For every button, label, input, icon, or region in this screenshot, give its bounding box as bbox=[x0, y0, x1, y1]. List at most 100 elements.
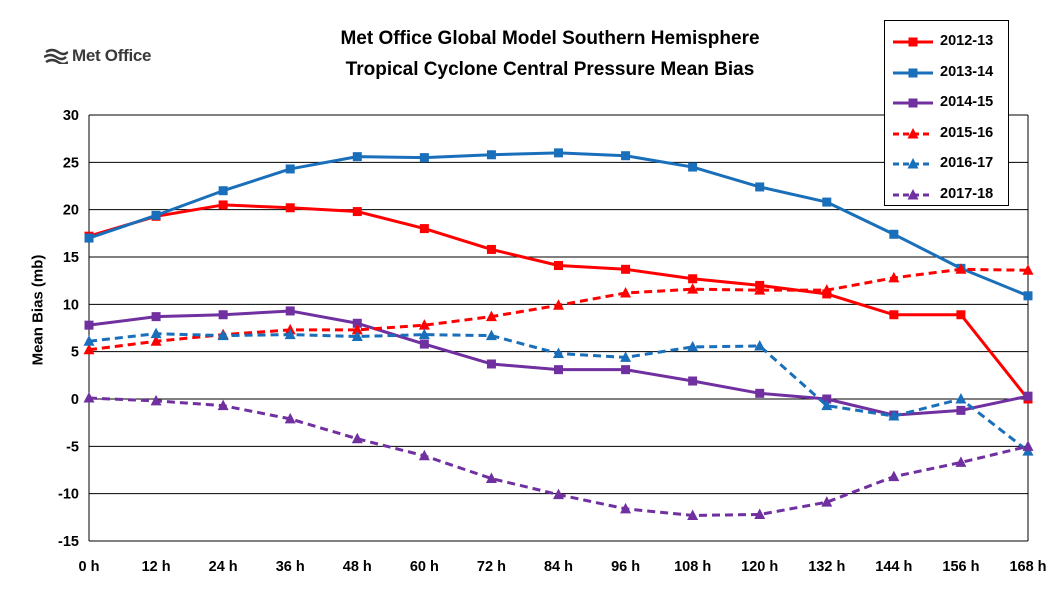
data-point bbox=[687, 509, 699, 520]
data-point bbox=[687, 340, 699, 352]
data-point bbox=[755, 182, 765, 192]
data-point bbox=[821, 496, 833, 507]
x-tick-label: 36 h bbox=[276, 559, 305, 575]
legend-swatch-marker bbox=[908, 68, 918, 77]
legend-item-2017-18: 2017-18 bbox=[885, 185, 1010, 205]
data-point bbox=[554, 261, 563, 271]
data-point bbox=[620, 286, 632, 298]
legend-swatch-marker bbox=[908, 37, 918, 47]
y-tick-label: 15 bbox=[63, 250, 79, 266]
data-point bbox=[553, 299, 564, 310]
data-point bbox=[688, 162, 698, 172]
data-point bbox=[285, 306, 295, 316]
data-point bbox=[150, 335, 162, 346]
data-point bbox=[485, 472, 497, 484]
y-tick-label: -5 bbox=[66, 439, 79, 455]
legend-item-2013-14: 2013-14 bbox=[885, 63, 1010, 83]
data-point bbox=[419, 153, 429, 163]
data-point bbox=[418, 449, 430, 461]
y-tick-label: 30 bbox=[63, 108, 79, 124]
data-point bbox=[822, 197, 832, 207]
data-point bbox=[217, 399, 229, 411]
data-point bbox=[486, 244, 496, 254]
legend-swatch-marker bbox=[908, 98, 918, 108]
x-tick-label: 72 h bbox=[477, 559, 506, 575]
data-point bbox=[352, 152, 362, 162]
x-tick-label: 12 h bbox=[142, 559, 171, 575]
data-point bbox=[553, 347, 564, 359]
legend-item-2015-16: 2015-16 bbox=[885, 124, 1010, 144]
data-point bbox=[955, 263, 967, 274]
x-tick-label: 0 h bbox=[79, 559, 100, 575]
met-office-logo-text: Met Office bbox=[72, 46, 152, 65]
legend-swatch bbox=[893, 37, 933, 47]
data-point bbox=[486, 359, 496, 369]
data-point bbox=[687, 283, 699, 294]
legend-swatch bbox=[893, 68, 933, 77]
data-point bbox=[821, 284, 833, 295]
data-point bbox=[284, 412, 296, 424]
legend-item-2012-13: 2012-13 bbox=[885, 32, 1010, 52]
data-point bbox=[83, 335, 95, 346]
data-point bbox=[821, 399, 833, 411]
legend-label: 2015-16 bbox=[940, 124, 994, 141]
data-point bbox=[956, 405, 966, 415]
legend-item-2014-15: 2014-15 bbox=[885, 93, 1010, 113]
series-2015-16 bbox=[83, 263, 1034, 355]
series-2014-15 bbox=[84, 306, 1033, 420]
legend-label: 2014-15 bbox=[940, 94, 994, 110]
data-point bbox=[888, 271, 900, 283]
data-point bbox=[754, 508, 766, 519]
legend-swatch bbox=[893, 98, 933, 108]
y-tick-label: 25 bbox=[63, 155, 79, 171]
x-tick-label: 48 h bbox=[343, 559, 372, 575]
data-point bbox=[754, 339, 766, 351]
data-point bbox=[553, 488, 564, 500]
data-point bbox=[485, 310, 497, 322]
data-point bbox=[352, 207, 362, 217]
data-point bbox=[218, 310, 228, 320]
data-point bbox=[150, 394, 162, 406]
legend-swatch-marker bbox=[907, 158, 919, 169]
legend-swatch-marker bbox=[907, 127, 919, 138]
y-tick-label: 5 bbox=[71, 345, 79, 361]
data-point bbox=[1022, 440, 1034, 451]
series-2013-14 bbox=[84, 148, 1033, 301]
data-point bbox=[554, 148, 563, 158]
data-point bbox=[1023, 391, 1033, 401]
data-point bbox=[688, 376, 698, 386]
y-tick-label: 0 bbox=[71, 392, 79, 408]
data-point bbox=[151, 312, 161, 322]
x-tick-label: 84 h bbox=[544, 559, 573, 575]
data-point bbox=[418, 328, 430, 340]
chart-title-line-2: Tropical Cyclone Central Pressure Mean B… bbox=[345, 59, 755, 80]
data-point bbox=[955, 393, 967, 404]
data-point bbox=[84, 233, 94, 243]
met-office-logo-icon bbox=[44, 48, 68, 64]
series-2017-18 bbox=[83, 392, 1034, 520]
data-point bbox=[486, 150, 496, 160]
legend-label: 2017-18 bbox=[940, 185, 994, 202]
data-point bbox=[218, 186, 228, 196]
x-tick-label: 24 h bbox=[209, 559, 238, 575]
x-tick-label: 96 h bbox=[611, 559, 640, 575]
legend-item-2016-17: 2016-17 bbox=[885, 154, 1010, 174]
chart-title-line-1: Met Office Global Model Southern Hemisph… bbox=[340, 28, 760, 49]
data-point bbox=[84, 320, 94, 330]
data-point bbox=[150, 327, 162, 339]
data-point bbox=[83, 343, 95, 355]
legend-swatch bbox=[893, 188, 933, 199]
data-point bbox=[284, 328, 296, 340]
legend-label: 2012-13 bbox=[940, 33, 994, 49]
x-tick-label: 108 h bbox=[674, 559, 711, 575]
legend-swatch-marker bbox=[907, 188, 919, 199]
data-point bbox=[955, 456, 967, 467]
y-tick-label: -10 bbox=[58, 487, 79, 503]
data-point bbox=[351, 432, 363, 444]
data-point bbox=[889, 310, 899, 320]
data-point bbox=[419, 339, 429, 349]
data-point bbox=[1023, 291, 1033, 301]
data-point bbox=[755, 388, 765, 398]
chart-legend: 2012-13 2013-14 2014-15 2015-16 2016-17 2017-… bbox=[884, 20, 1009, 206]
